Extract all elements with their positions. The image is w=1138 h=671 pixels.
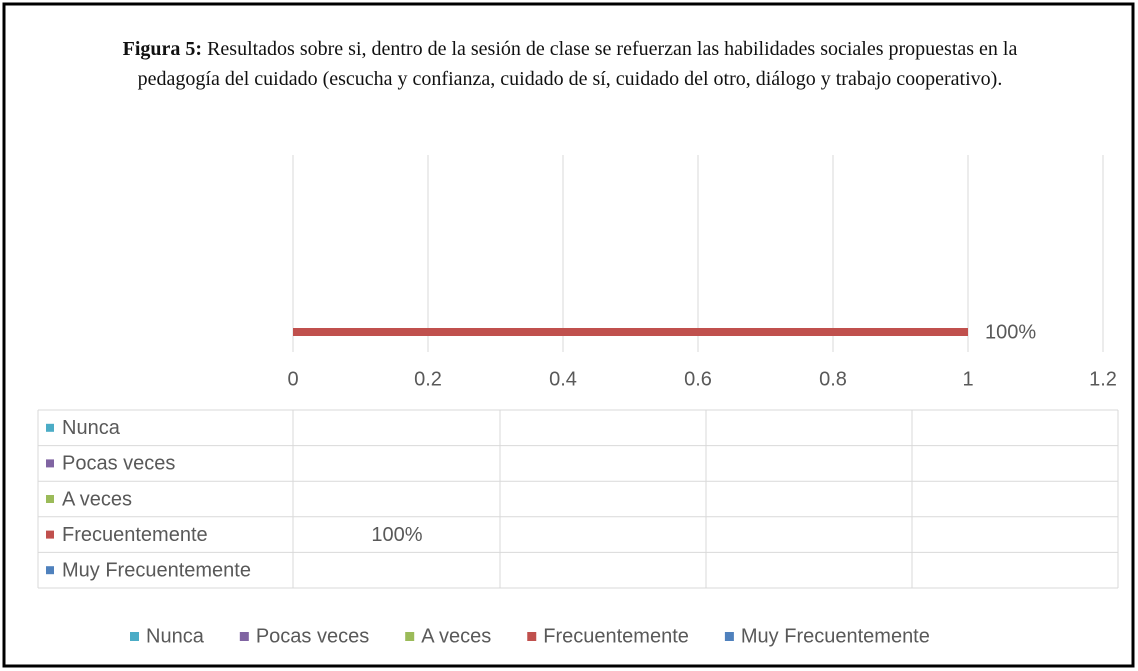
legend-key	[46, 495, 54, 503]
legend-label: A veces	[421, 625, 491, 647]
table-series-name: A veces	[62, 488, 132, 510]
x-tick-label: 1	[962, 368, 973, 390]
legend-key	[239, 632, 249, 641]
legend-key	[130, 632, 139, 641]
x-tick-label: 1.2	[1089, 368, 1117, 390]
legend-label: Muy Frecuentemente	[741, 625, 930, 647]
legend-key	[724, 632, 734, 641]
x-tick-label: 0.6	[684, 368, 712, 390]
legend-label: Pocas veces	[256, 625, 369, 647]
legend-key	[46, 566, 54, 575]
legend-key	[46, 530, 54, 539]
table-series-name: Frecuentemente	[62, 524, 208, 546]
data-label: 100%	[985, 321, 1036, 343]
legend-label: Frecuentemente	[543, 625, 689, 647]
bar	[293, 328, 968, 336]
title-text: Resultados sobre si, dentro de la sesión…	[137, 38, 1018, 90]
legend-label: Nunca	[146, 625, 205, 647]
table-value: 100%	[371, 524, 422, 546]
table-series-name: Nunca	[62, 417, 121, 439]
x-tick-label: 0.4	[549, 368, 577, 390]
legend-key	[46, 459, 54, 468]
x-tick-label: 0	[287, 368, 298, 390]
chart-title: Figura 5: Resultados sobre si, dentro de…	[100, 34, 1040, 94]
legend-key	[46, 423, 54, 432]
x-tick-label: 0.2	[414, 368, 442, 390]
title-label: Figura 5:	[122, 38, 203, 60]
legend-key	[405, 632, 415, 641]
table-series-name: Muy Frecuentemente	[62, 559, 251, 581]
x-tick-label: 0.8	[819, 368, 847, 390]
table-series-name: Pocas veces	[62, 453, 175, 475]
legend-key	[527, 632, 537, 641]
